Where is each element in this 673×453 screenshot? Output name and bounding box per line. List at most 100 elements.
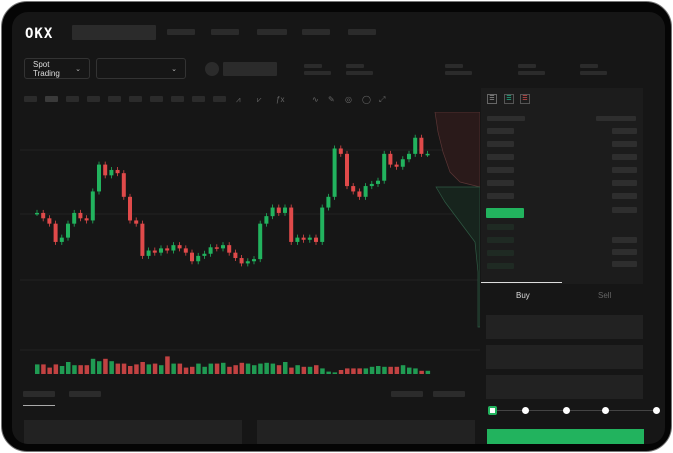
volume-bar: [357, 368, 362, 374]
orderbook-both-icon[interactable]: ☰: [487, 94, 497, 104]
candle: [326, 196, 331, 208]
volume-bar: [78, 365, 83, 374]
chevron-down-icon: ⌄: [75, 65, 81, 73]
pair-select[interactable]: ⌄: [96, 58, 186, 79]
candle: [196, 255, 201, 262]
volume-bar: [190, 366, 195, 374]
ask-price: [487, 141, 514, 147]
candle: [363, 186, 368, 197]
tab-sell[interactable]: Sell: [598, 291, 612, 300]
last-price: [486, 208, 524, 218]
search-bar[interactable]: [72, 25, 156, 40]
circle-icon[interactable]: ◯: [362, 95, 371, 104]
market-type-select[interactable]: Spot Trading ⌄: [24, 58, 90, 79]
nav-item[interactable]: [167, 29, 195, 35]
timeframe-button[interactable]: [108, 96, 121, 102]
nav-item[interactable]: [211, 29, 239, 35]
volume-bar: [233, 365, 238, 374]
filter-button[interactable]: [433, 391, 465, 397]
volume-bar: [171, 363, 176, 374]
wave-icon[interactable]: ∿: [312, 95, 319, 104]
timeframe-button[interactable]: [87, 96, 100, 102]
candle: [103, 164, 108, 176]
expand-icon[interactable]: ⤢: [379, 95, 386, 104]
candle: [276, 207, 281, 213]
candle: [84, 218, 89, 221]
filter-button[interactable]: [391, 391, 423, 397]
ask-amount: [612, 180, 637, 186]
ask-amount: [612, 167, 637, 173]
candle: [59, 237, 64, 242]
volume-bar: [128, 366, 133, 374]
volume-bar: [97, 361, 102, 374]
timeframe-button[interactable]: [129, 96, 142, 102]
candle: [258, 223, 263, 260]
candle: [283, 207, 287, 213]
timeframe-button[interactable]: [66, 96, 79, 102]
candle: [301, 237, 306, 240]
percent-slider-track[interactable]: [490, 410, 658, 411]
candle: [90, 191, 95, 221]
volume-bar: [400, 365, 406, 374]
buy-button[interactable]: [487, 429, 644, 444]
target-icon[interactable]: ◎: [345, 95, 352, 104]
candle: [419, 137, 424, 154]
candle: [413, 137, 418, 154]
line-tool-icon[interactable]: ⩘: [236, 95, 241, 104]
timeframe-button[interactable]: [213, 96, 226, 102]
candle: [264, 216, 269, 224]
slider-stop-75[interactable]: [602, 407, 609, 414]
timeframe-button[interactable]: [24, 96, 37, 102]
candle: [146, 250, 151, 256]
stat-value: [445, 71, 472, 75]
volume-bar: [314, 365, 319, 374]
stat-label: [445, 64, 463, 68]
volume-bar: [134, 364, 139, 374]
indicator-icon[interactable]: ⩗: [257, 95, 262, 104]
tab-buy[interactable]: Buy: [516, 291, 530, 300]
timeframe-button[interactable]: [45, 96, 58, 102]
timeframe-button[interactable]: [192, 96, 205, 102]
nav-item[interactable]: [348, 29, 376, 35]
tab-order-history[interactable]: [69, 391, 101, 397]
volume-bar: [407, 367, 412, 374]
price-input[interactable]: [486, 315, 643, 339]
candle: [214, 247, 219, 249]
stat-label: [346, 64, 364, 68]
slider-handle[interactable]: [488, 406, 497, 415]
amount-input[interactable]: [486, 345, 643, 369]
volume-bar: [419, 370, 424, 374]
ask-amount: [612, 207, 637, 213]
slider-stop-100[interactable]: [653, 407, 660, 414]
candle: [35, 212, 39, 215]
pencil-icon[interactable]: ✎: [328, 95, 335, 104]
volume-bar: [196, 363, 201, 374]
nav-item[interactable]: [257, 29, 287, 35]
ask-amount: [612, 141, 637, 147]
timeframe-button[interactable]: [150, 96, 163, 102]
bid-price: [487, 224, 514, 230]
candle: [53, 223, 58, 242]
ask-price: [487, 154, 514, 160]
total-input[interactable]: [486, 375, 643, 399]
slider-stop-25[interactable]: [522, 407, 529, 414]
nav-item[interactable]: [302, 29, 330, 35]
active-tab-indicator: [481, 282, 562, 283]
slider-stop-50[interactable]: [563, 407, 570, 414]
volume-bar: [66, 362, 71, 374]
volume-bar: [183, 367, 189, 374]
volume-bar: [90, 358, 96, 374]
candle: [351, 186, 356, 192]
orderbook-header: [596, 116, 636, 121]
candle: [270, 207, 275, 217]
timeframe-button[interactable]: [171, 96, 184, 102]
orderbook-bids-icon[interactable]: ☰: [504, 94, 514, 104]
candlestick-chart[interactable]: [20, 112, 480, 375]
fx-icon[interactable]: ƒx: [276, 95, 285, 104]
volume-bar: [53, 364, 59, 374]
ask-amount: [612, 128, 637, 134]
orderbook-asks-icon[interactable]: ☰: [520, 94, 530, 104]
volume-bar: [41, 364, 46, 374]
volume-bar: [264, 362, 269, 374]
tab-open-orders[interactable]: [23, 391, 55, 397]
